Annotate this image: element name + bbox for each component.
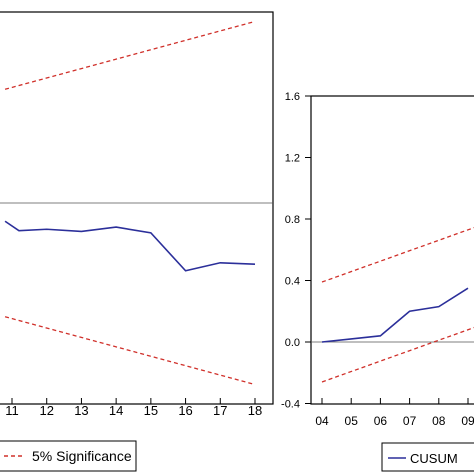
right-x-tick-label: 05: [345, 414, 359, 428]
right-x-tick-label: 08: [432, 414, 446, 428]
cusum-legend-label: CUSUM: [410, 451, 458, 466]
left-lower-significance-line: [4, 316, 256, 386]
right-x-tick-label: 07: [403, 414, 417, 428]
right-cusum-line: [321, 287, 469, 343]
left-legend-box: [0, 440, 137, 472]
right-y-tick-label: -0.4: [281, 399, 300, 411]
left-x-tick-label: 15: [144, 403, 158, 418]
right-y-tick-label: 0.8: [285, 214, 300, 226]
left-chart: 11 12 13 14 15 16 17 18 5% Significance: [0, 11, 274, 472]
right-plot-frame: [310, 95, 474, 405]
right-legend: CUSUM: [381, 442, 474, 472]
right-chart: 1.6 1.2 0.8 0.4 0.0 -0.4 04 05 06 07 08 09 CUSUM: [281, 91, 474, 472]
left-x-tick-label: 17: [213, 403, 227, 418]
significance-legend-label: 5% Significance: [32, 448, 132, 464]
left-plot-frame: [0, 11, 274, 405]
left-x-tick-label: 13: [74, 403, 88, 418]
left-x-tick-label: 16: [178, 403, 192, 418]
right-y-tick-label: 0.4: [285, 276, 300, 288]
right-lower-significance-line: [321, 326, 474, 383]
left-upper-significance-line: [4, 20, 256, 90]
right-x-tick-label: 09: [461, 414, 474, 428]
right-x-tick-label: 06: [374, 414, 388, 428]
left-x-tick-label: 18: [248, 403, 262, 418]
right-upper-significance-line: [321, 226, 474, 283]
right-legend-box: [381, 442, 474, 472]
left-cusum-line: [4, 220, 256, 272]
right-y-tick-label: 1.2: [285, 153, 300, 165]
right-y-tick-label: 1.6: [285, 91, 300, 103]
right-x-tick-label: 04: [315, 414, 329, 428]
right-y-tick-label: 0.0: [285, 337, 300, 349]
left-x-tick-label: 14: [109, 403, 123, 418]
left-x-tick-label: 11: [5, 403, 19, 418]
left-x-tick-label: 12: [39, 403, 53, 418]
left-legend: 5% Significance: [0, 440, 137, 472]
